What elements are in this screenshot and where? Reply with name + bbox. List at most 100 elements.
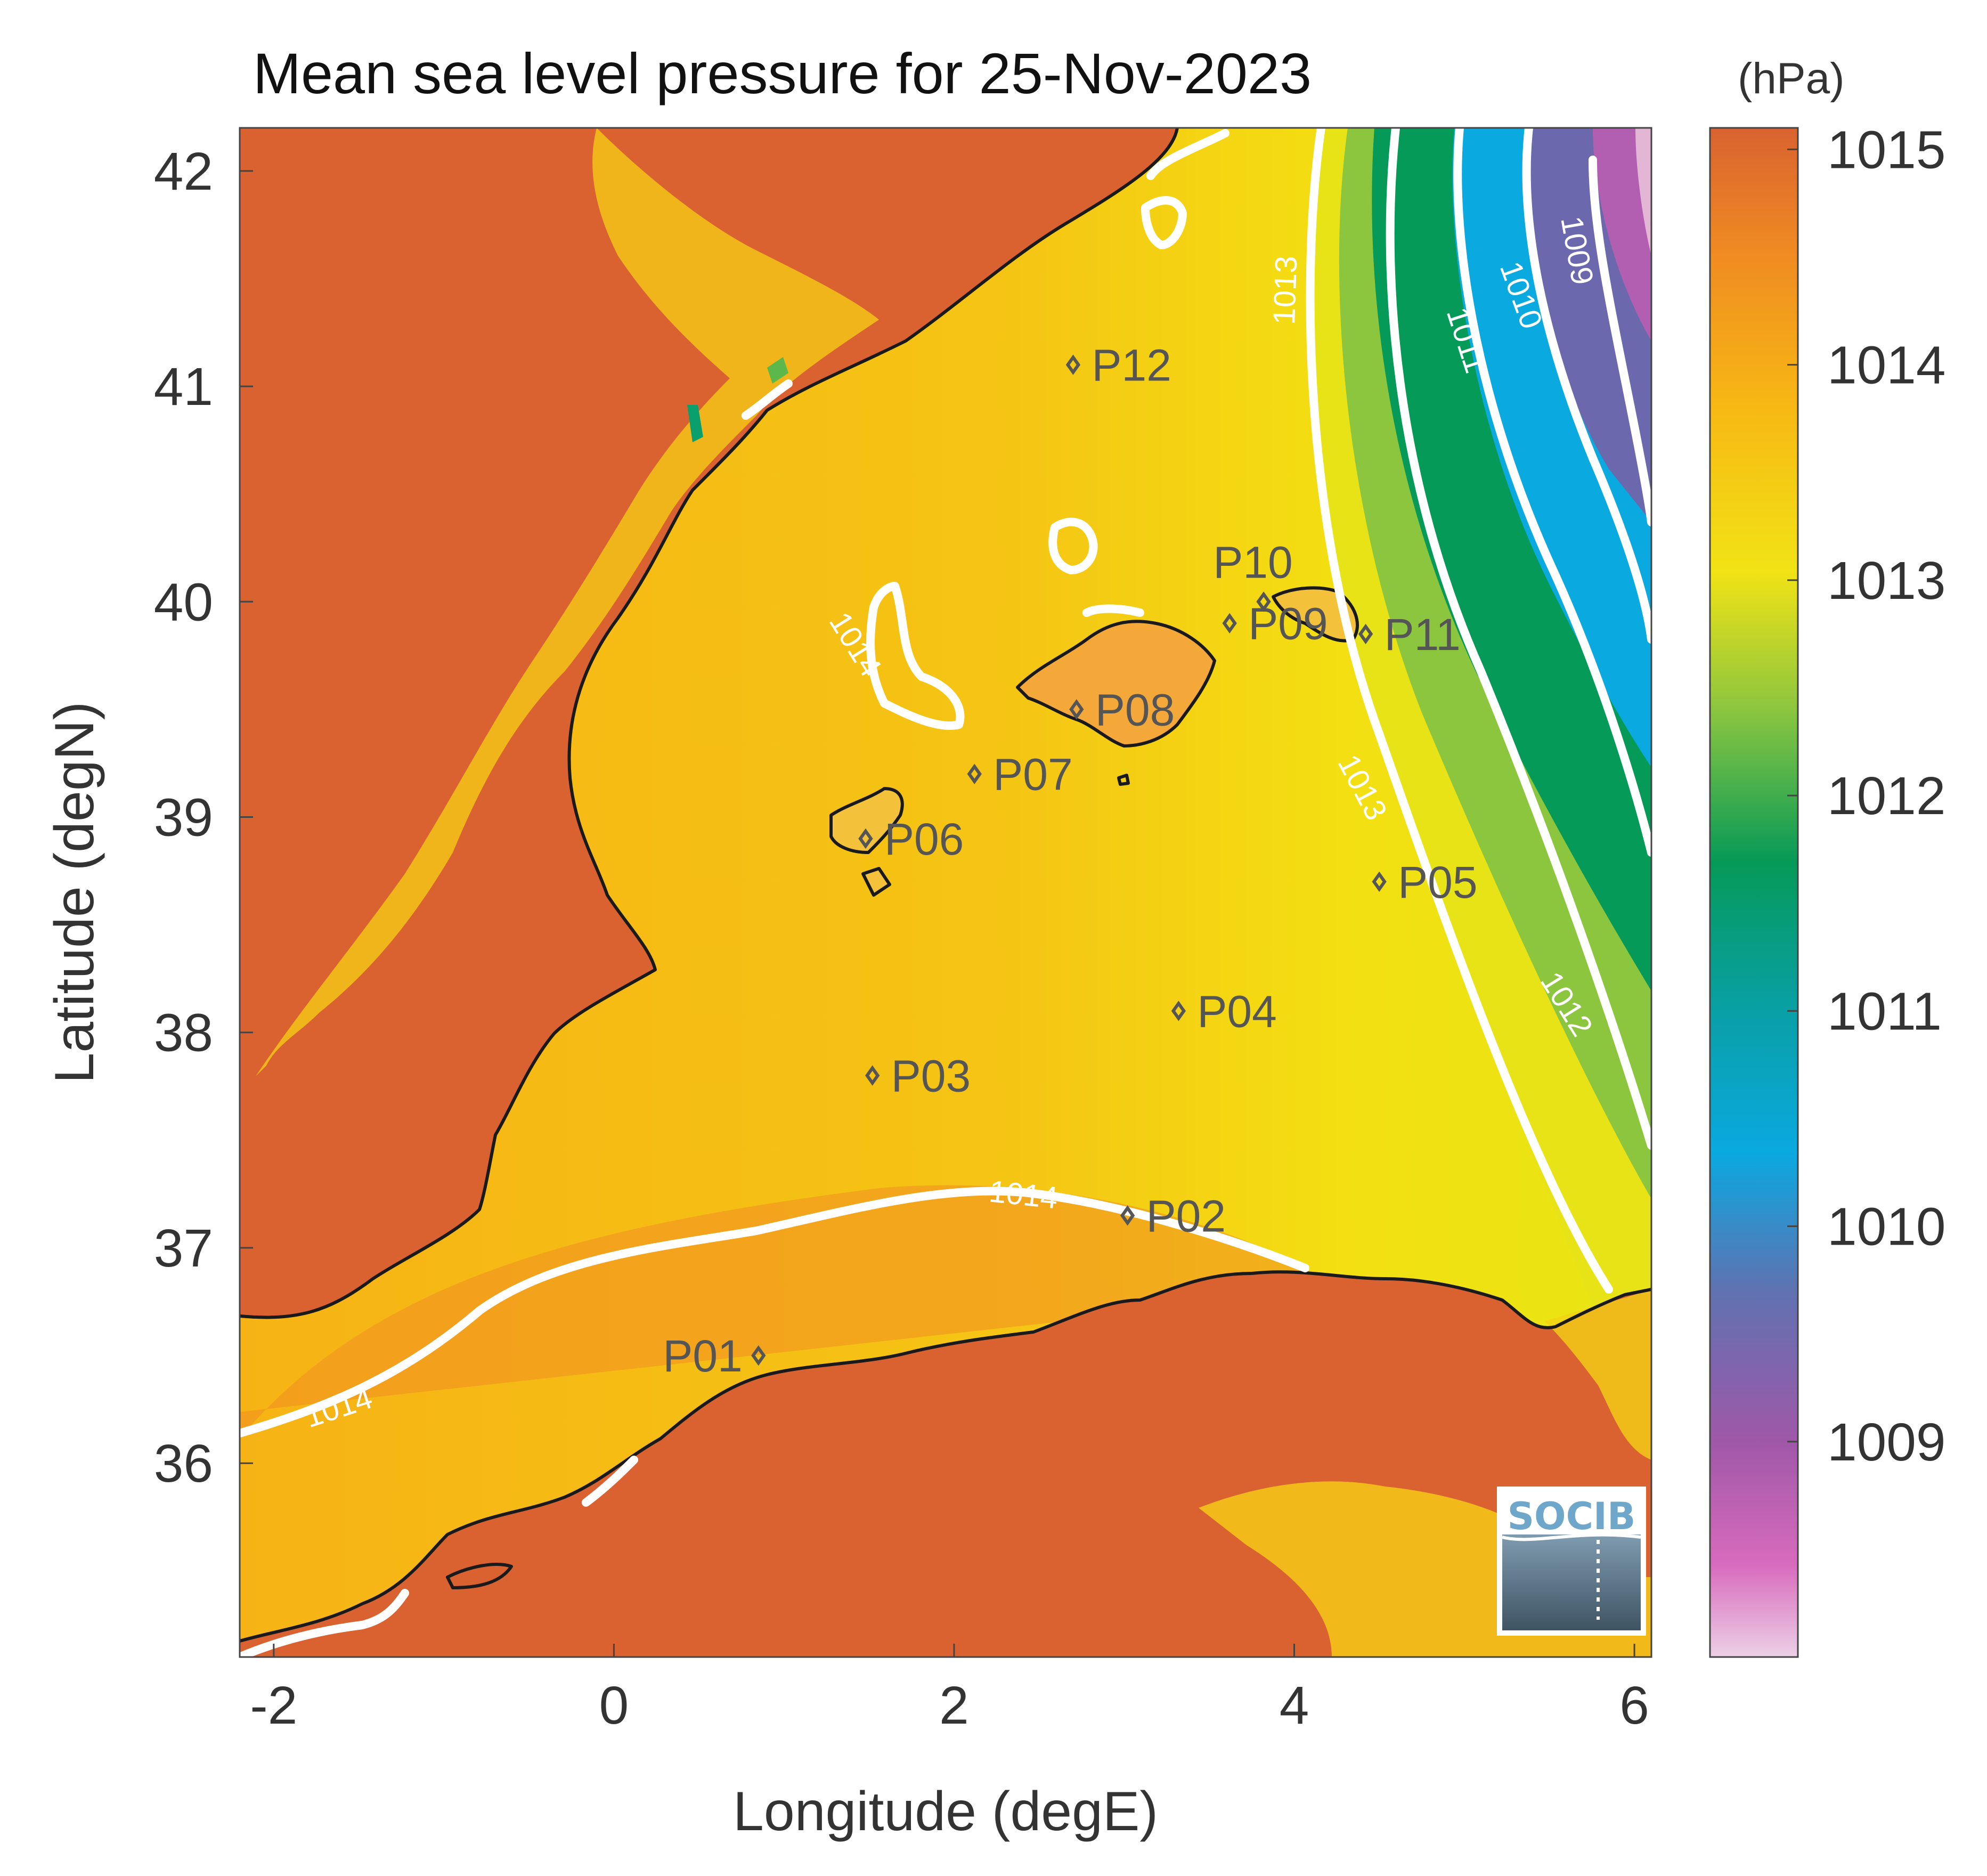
colorbar-ticks: 1009 1010 1011 1012 1013 1014 1015 bbox=[1787, 120, 1945, 1472]
socib-logo: SOCIB bbox=[1497, 1487, 1646, 1636]
iberia-green-spot-2 bbox=[767, 357, 788, 384]
y-tick-label: 37 bbox=[154, 1219, 213, 1278]
station-p12: P12 bbox=[1065, 340, 1171, 391]
y-tick-label: 38 bbox=[154, 1003, 213, 1063]
formentera-coastline bbox=[861, 867, 891, 897]
plot-frame bbox=[239, 127, 1652, 1658]
station-marker bbox=[1372, 871, 1387, 892]
station-p05: P05 bbox=[1372, 857, 1478, 907]
isobar-1014-north-island bbox=[1048, 517, 1098, 574]
isobar-1014-gulf bbox=[742, 379, 793, 420]
station-p10: P10 bbox=[1213, 537, 1293, 612]
station-marker bbox=[858, 828, 873, 849]
x-tick-label: 0 bbox=[599, 1676, 629, 1735]
station-p03: P03 bbox=[865, 1051, 971, 1101]
station-marker bbox=[1222, 613, 1237, 634]
isobar-1014-northeast-blob bbox=[1141, 196, 1187, 249]
station-label: P12 bbox=[1092, 340, 1171, 391]
y-tick-label: 41 bbox=[154, 357, 213, 417]
station-label: P10 bbox=[1213, 537, 1292, 587]
station-marker bbox=[1065, 354, 1081, 375]
station-p01: P01 bbox=[663, 1331, 766, 1381]
africa-coastline bbox=[240, 1270, 1651, 1643]
africa-lake-outline bbox=[446, 1563, 513, 1589]
iberia-land bbox=[240, 128, 1177, 1318]
station-p04: P04 bbox=[1171, 986, 1277, 1036]
station-marker bbox=[1256, 591, 1271, 612]
colorbar bbox=[1709, 127, 1799, 1658]
menorca-land bbox=[1273, 588, 1358, 641]
colorbar-tick-label: 1012 bbox=[1827, 766, 1945, 826]
station-p02: P02 bbox=[1120, 1191, 1226, 1241]
iberia-coastal-strip bbox=[256, 128, 879, 1076]
isobar-1014-west-island bbox=[866, 582, 965, 730]
colorbar-tick-label: 1011 bbox=[1827, 981, 1942, 1041]
colorbar-tick-label: 1009 bbox=[1827, 1412, 1945, 1472]
station-marker bbox=[1120, 1205, 1135, 1226]
station-p08: P08 bbox=[1069, 685, 1175, 735]
south-sea-band bbox=[240, 1185, 1305, 1439]
isobar-1014-northeast bbox=[1146, 129, 1229, 180]
pressure-band-1009 bbox=[1593, 128, 1651, 341]
iberia-green-spot bbox=[687, 405, 703, 442]
x-axis: -2 0 2 4 6 bbox=[250, 1644, 1649, 1735]
map-panel: 1009 1010 1011 1012 1013 1013 1014 1014 … bbox=[240, 128, 1651, 1657]
isobar-1012 bbox=[1386, 128, 1651, 1150]
ibiza-land bbox=[831, 789, 902, 852]
cabrera-coastline bbox=[1117, 774, 1130, 786]
station-label: P01 bbox=[663, 1331, 742, 1381]
station-label: P07 bbox=[993, 750, 1072, 800]
africa-interior-yellow-2 bbox=[1545, 1289, 1651, 1460]
x-tick-label: 2 bbox=[939, 1676, 969, 1735]
station-p07: P07 bbox=[967, 750, 1073, 800]
y-axis-label: Latitude (degN) bbox=[44, 702, 105, 1084]
x-tick-label: 6 bbox=[1619, 1676, 1649, 1735]
colorbar-tick-label: 1015 bbox=[1827, 120, 1945, 180]
y-tick-label: 36 bbox=[154, 1434, 213, 1493]
colorbar-unit: (hPa) bbox=[1738, 54, 1845, 103]
station-marker bbox=[751, 1345, 766, 1366]
station-marker bbox=[1358, 623, 1373, 645]
x-tick-label: 4 bbox=[1280, 1676, 1309, 1735]
station-label: P08 bbox=[1095, 685, 1175, 735]
y-tick-label: 40 bbox=[154, 572, 213, 632]
station-marker bbox=[1171, 1001, 1186, 1021]
mallorca-coastline bbox=[1016, 620, 1216, 748]
colorbar-tick-label: 1013 bbox=[1827, 551, 1945, 611]
isobar-1014-alboran bbox=[240, 1589, 409, 1657]
station-label: P04 bbox=[1197, 986, 1276, 1036]
isobar-1011 bbox=[1453, 128, 1651, 857]
isobar-1014-coast-africa bbox=[582, 1456, 638, 1507]
socib-logo-text: SOCIB bbox=[1508, 1495, 1636, 1538]
isobar-1010 bbox=[1522, 128, 1651, 644]
colorbar-tick-label: 1010 bbox=[1827, 1197, 1945, 1257]
isobar-1009 bbox=[1589, 156, 1651, 526]
x-tick-label: -2 bbox=[250, 1676, 297, 1735]
y-tick-label: 42 bbox=[154, 142, 213, 201]
station-p06: P06 bbox=[858, 814, 964, 864]
station-marker bbox=[865, 1065, 880, 1086]
y-axis: 36 37 38 39 40 41 42 bbox=[154, 142, 253, 1493]
station-p11: P11 bbox=[1358, 610, 1461, 660]
station-marker bbox=[1069, 699, 1084, 720]
isobar-1014-south bbox=[240, 1187, 1309, 1438]
station-marker bbox=[967, 764, 982, 784]
isobar-1013 bbox=[1306, 128, 1613, 1294]
isobar-1014-mallorca bbox=[1082, 604, 1144, 617]
contour-label-1013-north: 1013 bbox=[1267, 255, 1304, 325]
station-label: P03 bbox=[891, 1051, 971, 1101]
iberia-coastline bbox=[240, 128, 1179, 1319]
pressure-band-1008 bbox=[1635, 128, 1651, 256]
x-axis-label: Longitude (degE) bbox=[733, 1781, 1158, 1842]
y-tick-label: 39 bbox=[154, 788, 213, 848]
chart-title: Mean sea level pressure for 25-Nov-2023 bbox=[253, 41, 1312, 105]
contour-label-1014-south: 1014 bbox=[988, 1174, 1060, 1215]
station-label: P05 bbox=[1398, 857, 1477, 907]
colorbar-tick-label: 1014 bbox=[1827, 336, 1945, 395]
station-label: P06 bbox=[884, 814, 964, 864]
station-label: P11 bbox=[1385, 610, 1461, 660]
station-label: P02 bbox=[1146, 1191, 1226, 1241]
ibiza-coastline bbox=[829, 787, 904, 854]
